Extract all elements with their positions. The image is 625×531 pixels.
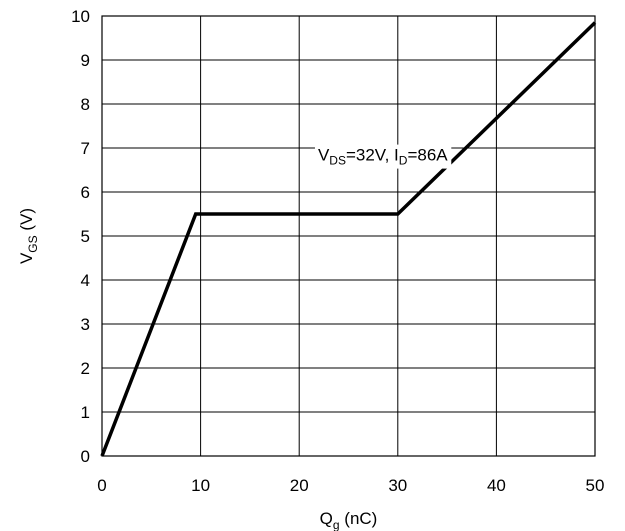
x-axis-title-sub: g xyxy=(333,518,340,531)
y-tick-labels: 0 1 2 3 4 5 6 7 8 9 10 xyxy=(71,7,90,466)
x-axis-title-main: Q xyxy=(320,509,333,528)
y-tick-label: 7 xyxy=(81,139,90,158)
y-axis-title-main: V xyxy=(17,252,36,264)
annotation-part-4: =86A xyxy=(407,146,448,165)
x-axis-title-unit: (nC) xyxy=(340,509,378,528)
y-axis-title: VGS (V) xyxy=(17,208,40,264)
plot-border xyxy=(101,15,596,457)
x-tick-label: 30 xyxy=(388,476,407,495)
annotation-part-0: V xyxy=(318,146,330,165)
x-axis-title: Qg (nC) xyxy=(320,509,378,531)
plot-frame xyxy=(101,15,596,457)
annotation-label: VDS=32V, ID=86A xyxy=(318,146,448,168)
y-tick-label: 8 xyxy=(81,95,90,114)
x-tick-label: 20 xyxy=(290,476,309,495)
annotation-part-2: =32V, I xyxy=(346,146,399,165)
y-axis-title-sub: GS xyxy=(26,235,40,252)
y-tick-label: 3 xyxy=(81,315,90,334)
x-tick-label: 10 xyxy=(191,476,210,495)
y-tick-label: 10 xyxy=(71,7,90,26)
annotation-part-1: DS xyxy=(329,154,346,168)
y-tick-label: 4 xyxy=(81,271,90,290)
annotation-part-3: D xyxy=(399,154,408,168)
y-tick-label: 2 xyxy=(81,359,90,378)
y-tick-label: 5 xyxy=(81,227,90,246)
y-axis-title-unit: (V) xyxy=(17,208,36,235)
x-tick-label: 50 xyxy=(586,476,605,495)
y-tick-label: 0 xyxy=(81,447,90,466)
series-line-0 xyxy=(100,21,597,457)
grid xyxy=(101,15,596,457)
x-tick-labels: 0 10 20 30 40 50 xyxy=(97,476,604,495)
y-tick-label: 6 xyxy=(81,183,90,202)
x-tick-label: 0 xyxy=(97,476,106,495)
series-layer xyxy=(100,21,597,457)
y-tick-label: 1 xyxy=(81,403,90,422)
x-tick-label: 40 xyxy=(487,476,506,495)
y-tick-label: 9 xyxy=(81,51,90,70)
annotation-background xyxy=(314,144,452,169)
